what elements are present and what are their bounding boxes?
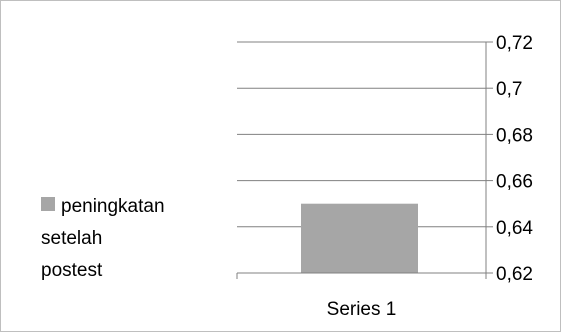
- legend-label-line-2: setelah: [41, 228, 103, 249]
- x-tick-label: Series 1: [327, 299, 397, 320]
- y-tick-label: 0,7: [496, 79, 522, 100]
- y-tick-label: 0,72: [496, 33, 533, 54]
- y-tick-label: 0,64: [496, 218, 533, 239]
- legend-swatch: [41, 197, 55, 211]
- bar: [301, 203, 418, 273]
- y-tick-label: 0,68: [496, 125, 533, 146]
- y-tick-label: 0,62: [496, 264, 533, 285]
- legend-label-line-3: postest: [41, 260, 103, 281]
- legend: peningkatan setelah postest: [41, 191, 206, 287]
- legend-entry: peningkatan: [41, 191, 206, 223]
- legend-label-line-1: peningkatan: [61, 196, 165, 217]
- y-tick-label: 0,66: [496, 172, 533, 193]
